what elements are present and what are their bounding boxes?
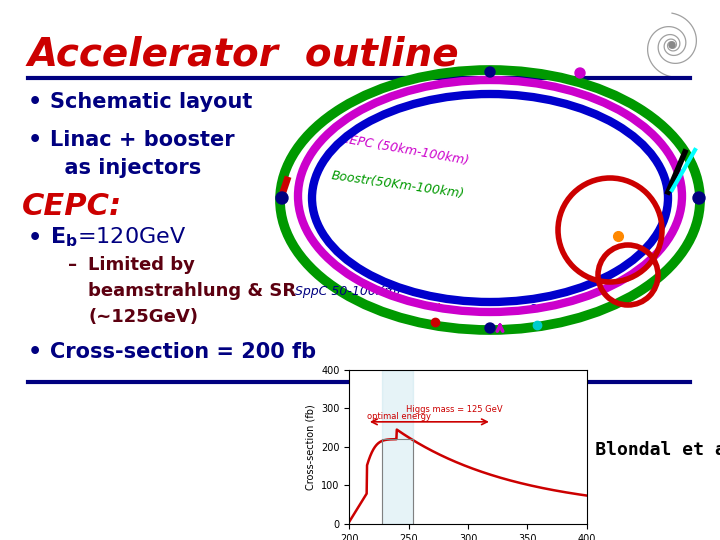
Text: e-: e- bbox=[530, 302, 542, 312]
Text: beamstrahlung & SR: beamstrahlung & SR bbox=[88, 282, 296, 300]
Circle shape bbox=[669, 42, 675, 48]
Text: Boostr(50Km-100km): Boostr(50Km-100km) bbox=[330, 169, 465, 201]
Text: CEPC (50km-100km): CEPC (50km-100km) bbox=[340, 132, 470, 168]
Text: Limited by: Limited by bbox=[88, 256, 195, 274]
Circle shape bbox=[276, 192, 288, 204]
Y-axis label: Cross-section (fb): Cross-section (fb) bbox=[305, 404, 315, 490]
Text: $\mathbf{E_b}$=120GeV: $\mathbf{E_b}$=120GeV bbox=[50, 225, 186, 248]
Circle shape bbox=[485, 67, 495, 77]
Bar bbox=[382, 370, 413, 524]
Text: Cross-section = 200 fb: Cross-section = 200 fb bbox=[50, 342, 316, 362]
Text: optimal energy: optimal energy bbox=[367, 412, 431, 421]
Text: Alain Blondal et al: Alain Blondal et al bbox=[530, 441, 720, 459]
Text: •: • bbox=[28, 342, 42, 362]
Circle shape bbox=[575, 68, 585, 78]
Text: e+: e+ bbox=[427, 302, 444, 312]
Text: as injectors: as injectors bbox=[50, 158, 202, 178]
Text: Accelerator  outline: Accelerator outline bbox=[28, 35, 459, 73]
Text: •: • bbox=[28, 228, 42, 248]
Circle shape bbox=[693, 192, 705, 204]
Text: •: • bbox=[28, 130, 42, 150]
Text: CEPC:: CEPC: bbox=[22, 192, 122, 221]
Text: Linac + booster: Linac + booster bbox=[50, 130, 235, 150]
Text: •: • bbox=[28, 92, 42, 112]
Text: Schematic layout: Schematic layout bbox=[50, 92, 253, 112]
Text: SppC 50-100Km): SppC 50-100Km) bbox=[295, 286, 401, 299]
Text: –: – bbox=[68, 256, 77, 274]
Text: Higgs mass = 125 GeV: Higgs mass = 125 GeV bbox=[406, 405, 503, 414]
Circle shape bbox=[485, 323, 495, 333]
Text: (~125GeV): (~125GeV) bbox=[88, 308, 198, 326]
